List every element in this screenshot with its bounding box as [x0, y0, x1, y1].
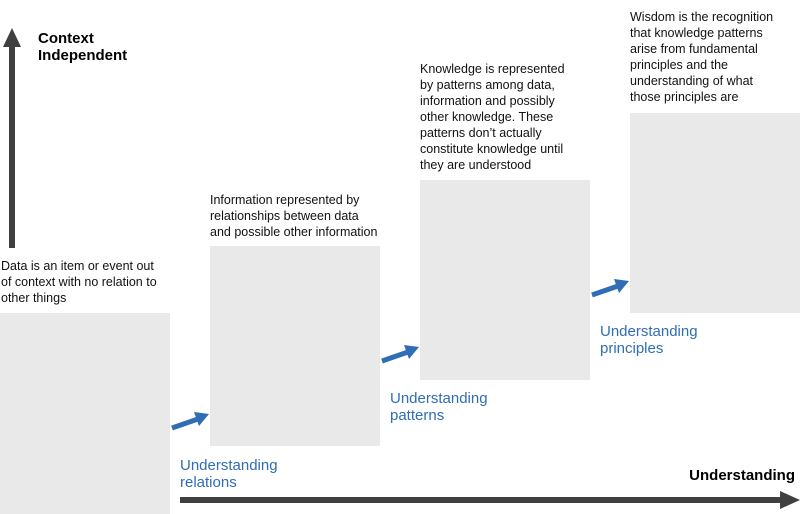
information-description: Information represented by relationships… [210, 192, 377, 240]
description-line: and possible other information [210, 225, 378, 239]
transition-label-line: Understanding [600, 323, 698, 340]
description-line: Knowledge is represented [420, 62, 565, 76]
vertical-axis-label-line2: Independent [38, 47, 128, 64]
description-line: constitute knowledge until [420, 142, 564, 156]
knowledge-description: Knowledge is represented by patterns amo… [420, 61, 565, 173]
transition-label-patterns: Understanding patterns [390, 390, 488, 424]
transition-label-line: Understanding [390, 390, 488, 407]
description-line: relationships between data [210, 209, 359, 223]
information-box [210, 246, 380, 446]
description-line: of context with no relation to [1, 275, 157, 289]
description-line: Data is an item or event out [1, 259, 154, 273]
horizontal-axis-label: Understanding [689, 467, 795, 484]
transition-arrow-principles [591, 279, 629, 298]
description-line: understanding of what [630, 74, 754, 88]
description-line: they are understood [420, 158, 532, 172]
data-box [0, 313, 170, 514]
description-line: that knowledge patterns [630, 26, 763, 40]
data-description: Data is an item or event out of context … [1, 258, 157, 306]
description-line: information and possibly [420, 94, 555, 108]
description-line: patterns don’t actually [420, 126, 542, 140]
description-line: Wisdom is the recognition [630, 10, 774, 24]
vertical-axis-arrow [3, 28, 21, 248]
description-line: other things [1, 291, 67, 305]
description-line: Information represented by [210, 193, 360, 207]
transition-label-line: relations [180, 474, 237, 491]
transition-arrow-relations [171, 412, 209, 431]
transition-label-principles: Understanding principles [600, 323, 698, 357]
transition-label-line: Understanding [180, 457, 278, 474]
wisdom-description: Wisdom is the recognition that knowledge… [630, 9, 773, 105]
transition-label-relations: Understanding relations [180, 457, 278, 491]
knowledge-box [420, 180, 590, 380]
horizontal-axis-arrow [180, 491, 800, 509]
description-line: principles and the [630, 58, 728, 72]
description-line: arise from fundamental [630, 42, 758, 56]
transition-arrow-patterns [381, 345, 419, 364]
vertical-axis-label-line1: Context [38, 30, 94, 47]
description-line: by patterns among data, [420, 78, 555, 92]
wisdom-box [630, 113, 800, 313]
description-line: other knowledge. These [420, 110, 554, 124]
description-line: those principles are [630, 90, 739, 104]
vertical-axis-label: Context Independent [38, 30, 127, 64]
transition-label-line: patterns [390, 407, 445, 424]
transition-label-line: principles [600, 340, 664, 357]
